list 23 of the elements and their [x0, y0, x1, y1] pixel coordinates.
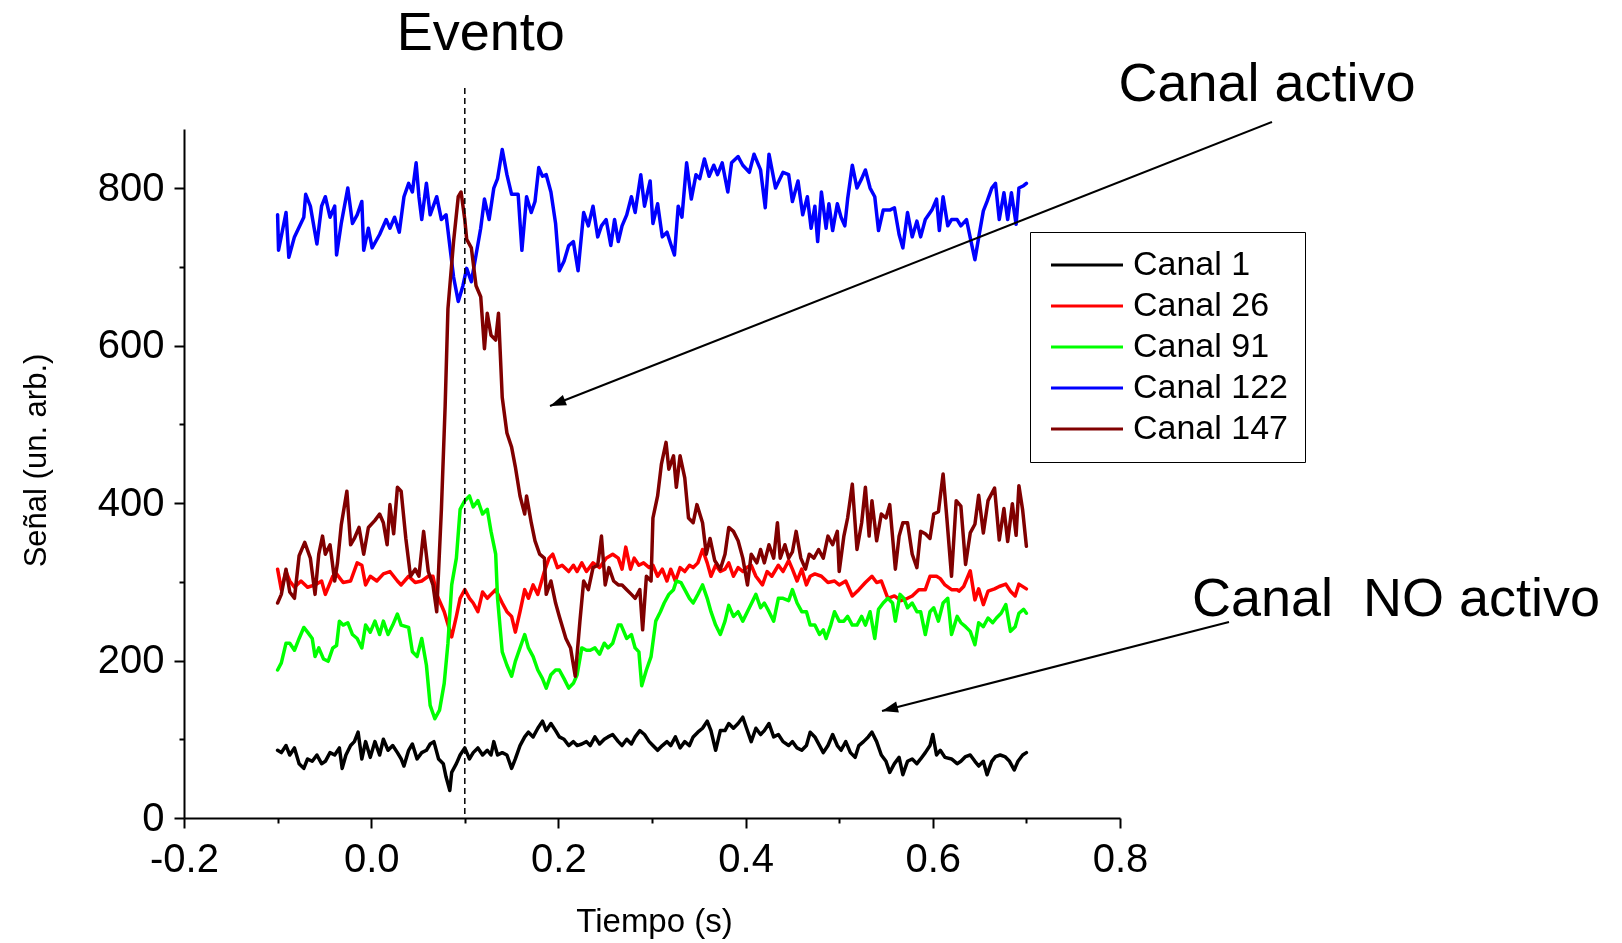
line-series	[275, 494, 1029, 721]
legend-label: Canal 26	[1133, 285, 1270, 323]
legend-label: Canal 1	[1133, 244, 1251, 282]
y-tick-label: 400	[97, 479, 165, 524]
x-tick-label: 0.4	[718, 835, 774, 880]
x-axis-title: Tiempo (s)	[576, 901, 733, 939]
legend-label: Canal 122	[1133, 367, 1289, 405]
text: Canal activo	[1118, 52, 1416, 112]
x-tick-label: 0.8	[1092, 835, 1149, 880]
line-series	[275, 190, 1029, 679]
x-tick-label: 0.6	[905, 835, 962, 880]
text: Canal NO activo	[1191, 567, 1601, 627]
legend-label: Canal 147	[1133, 408, 1289, 446]
legend-label: Canal 91	[1133, 326, 1270, 364]
x-tick-label: 0.0	[343, 835, 400, 880]
y-tick-label: 600	[97, 322, 165, 367]
line-series	[275, 545, 1029, 639]
line-series	[275, 147, 1029, 304]
x-tick-label: 0.2	[531, 835, 587, 880]
y-tick-label: 800	[97, 164, 165, 209]
y-tick-label: 200	[97, 637, 165, 682]
ref-line-label: Evento	[396, 1, 565, 61]
y-axis-title: Señal (un. arb.)	[17, 353, 53, 568]
